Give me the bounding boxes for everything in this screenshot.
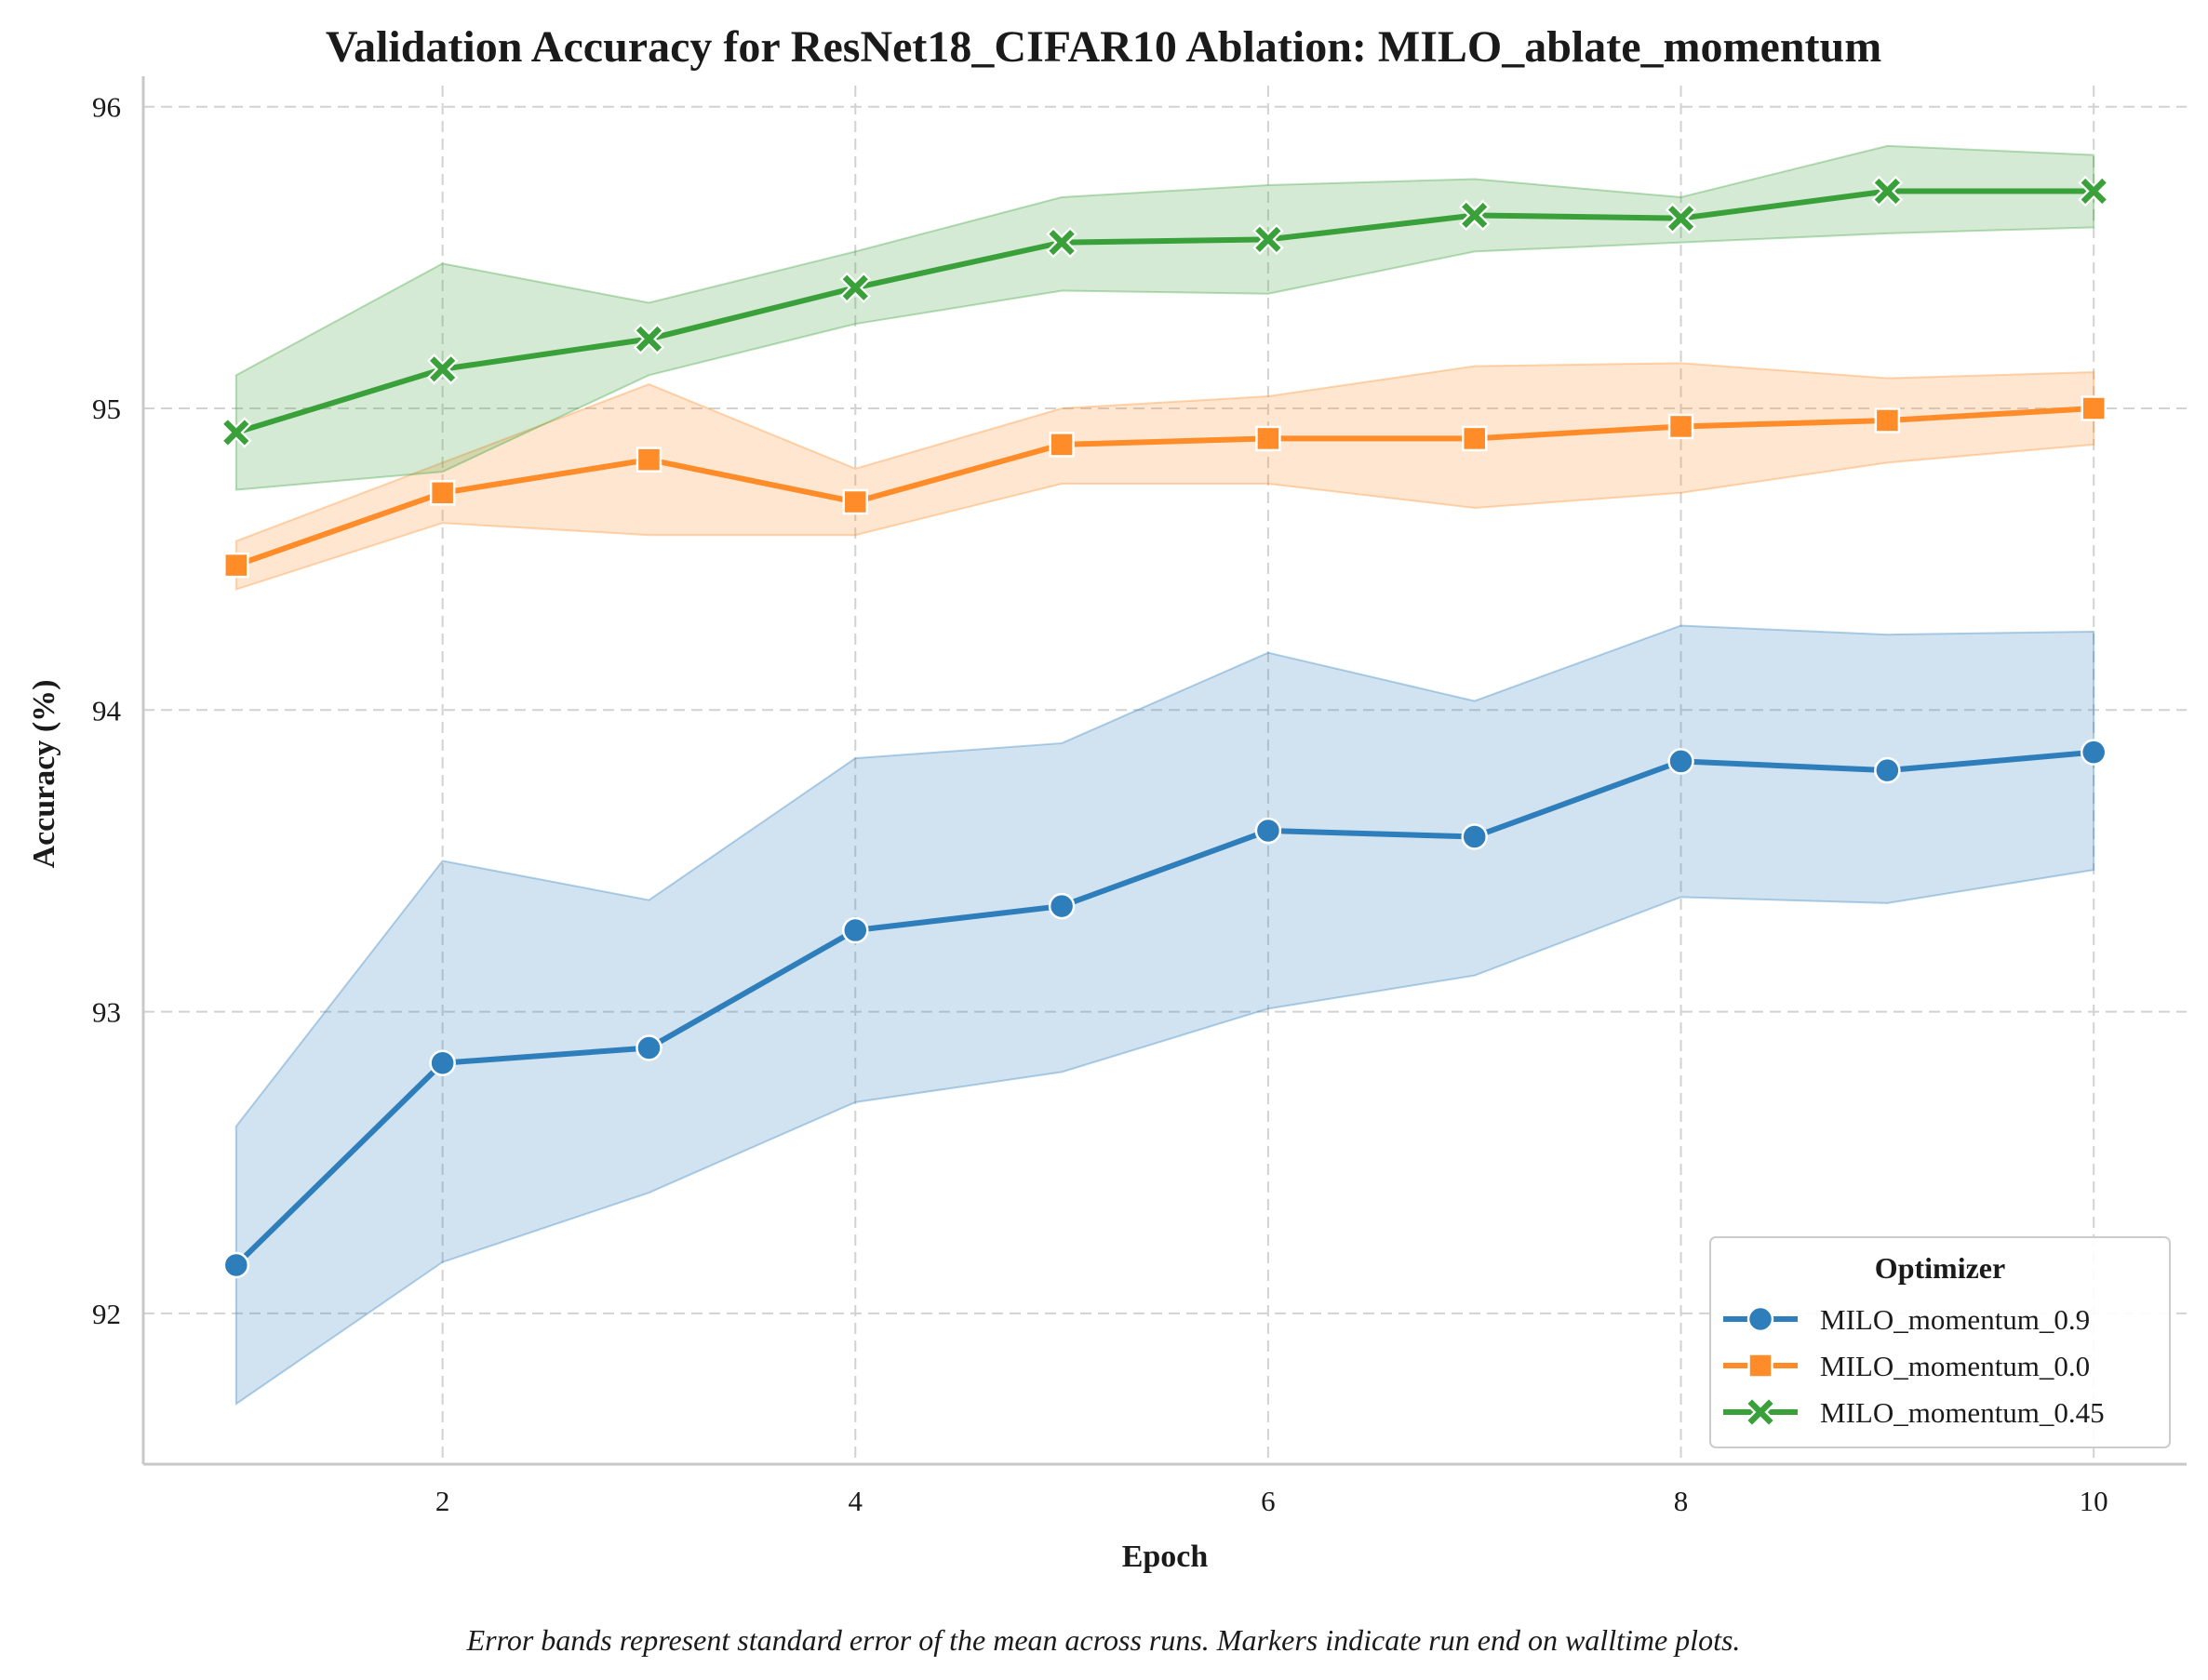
data-point-0-3	[842, 916, 869, 944]
data-point-1-1	[429, 480, 456, 506]
error-band-2	[234, 144, 2095, 491]
data-point-0-5	[1254, 817, 1282, 845]
tick-labels: 2 4 6 8 10 92 93 94 95 96	[92, 91, 2108, 1517]
chart-title: Validation Accuracy for ResNet18_CIFAR10…	[326, 22, 1881, 72]
data-point-1-0	[223, 552, 249, 579]
legend-label-2: MILO_momentum_0.45	[1820, 1396, 2105, 1429]
data-point-1-8	[1874, 407, 1901, 433]
error-bands	[234, 144, 2095, 1407]
error-band-1	[234, 362, 2095, 591]
x-tick-label-4: 10	[2080, 1485, 2108, 1517]
data-point-1-3	[842, 488, 869, 515]
legend-items: MILO_momentum_0.9 MILO_momentum_0.0 MILO_m…	[1723, 1303, 2105, 1429]
data-point-2-7	[1665, 202, 1697, 234]
data-point-0-0	[222, 1251, 250, 1279]
legend: Optimizer MILO_momentum_0.9MILO_momentum…	[1709, 1236, 2171, 1448]
series-lines	[233, 188, 2097, 1268]
data-point-2-2	[633, 323, 665, 355]
y-axis-label: Accuracy (%)	[27, 680, 61, 869]
series-line-0	[233, 749, 2097, 1268]
data-point-0-6	[1461, 823, 1488, 850]
data-point-0-9	[2080, 739, 2108, 766]
legend-marker-1	[1747, 1353, 1773, 1379]
data-point-2-4	[1046, 226, 1077, 259]
x-tick-label-1: 4	[849, 1485, 863, 1517]
legend-label-0: MILO_momentum_0.9	[1820, 1303, 2090, 1336]
y-tick-label-2: 94	[92, 694, 122, 727]
data-point-1-6	[1461, 425, 1488, 452]
data-point-2-0	[221, 417, 252, 448]
y-tick-label-4: 96	[92, 91, 121, 124]
legend-label-1: MILO_momentum_0.0	[1820, 1350, 2090, 1382]
x-tick-label-0: 2	[435, 1485, 450, 1517]
error-band-0	[234, 624, 2095, 1407]
data-point-1-9	[2081, 395, 2107, 421]
legend-item-0: MILO_momentum_0.9	[1723, 1303, 2090, 1336]
data-point-2-5	[1252, 223, 1284, 256]
data-point-0-2	[636, 1034, 662, 1061]
series-line-1	[233, 405, 2097, 568]
data-point-2-1	[426, 353, 459, 385]
series-line-2	[233, 188, 2097, 435]
series-markers	[221, 175, 2109, 1279]
legend-title: Optimizer	[1875, 1251, 2005, 1285]
legend-marker-2	[1745, 1396, 1776, 1428]
y-tick-label-0: 92	[92, 1298, 121, 1330]
data-point-1-7	[1667, 413, 1694, 440]
data-point-1-4	[1049, 432, 1075, 458]
data-point-0-1	[429, 1049, 456, 1076]
data-point-1-2	[636, 447, 662, 473]
legend-box	[1709, 1236, 2171, 1448]
x-tick-label-2: 6	[1261, 1485, 1276, 1517]
legend-marker-0	[1746, 1305, 1774, 1333]
x-axis-label: Epoch	[1122, 1540, 1209, 1574]
axes	[141, 76, 2187, 1466]
legend-item-1: MILO_momentum_0.0	[1723, 1350, 2090, 1382]
data-point-2-9	[2078, 175, 2109, 207]
data-point-0-8	[1874, 756, 1901, 784]
data-point-2-3	[839, 272, 872, 304]
y-tick-label-1: 93	[92, 996, 121, 1029]
footnote: Error bands represent standard error of …	[466, 1623, 1741, 1657]
data-point-0-4	[1048, 892, 1076, 920]
y-tick-label-3: 95	[92, 393, 121, 425]
x-tick-label-3: 8	[1674, 1485, 1689, 1517]
data-point-0-7	[1667, 748, 1694, 775]
legend-item-2: MILO_momentum_0.45	[1723, 1396, 2105, 1429]
data-point-2-6	[1458, 199, 1491, 232]
data-point-1-5	[1255, 425, 1281, 452]
data-point-2-8	[1871, 175, 1904, 207]
